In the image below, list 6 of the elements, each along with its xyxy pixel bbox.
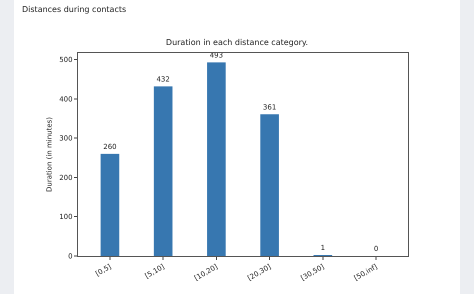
bar	[207, 62, 226, 256]
bar	[100, 154, 120, 256]
chart-subtitle: Duration in each distance category.	[166, 38, 308, 47]
bar	[260, 114, 279, 256]
chart-title: Distances during contacts	[22, 5, 126, 14]
bar	[154, 86, 172, 256]
